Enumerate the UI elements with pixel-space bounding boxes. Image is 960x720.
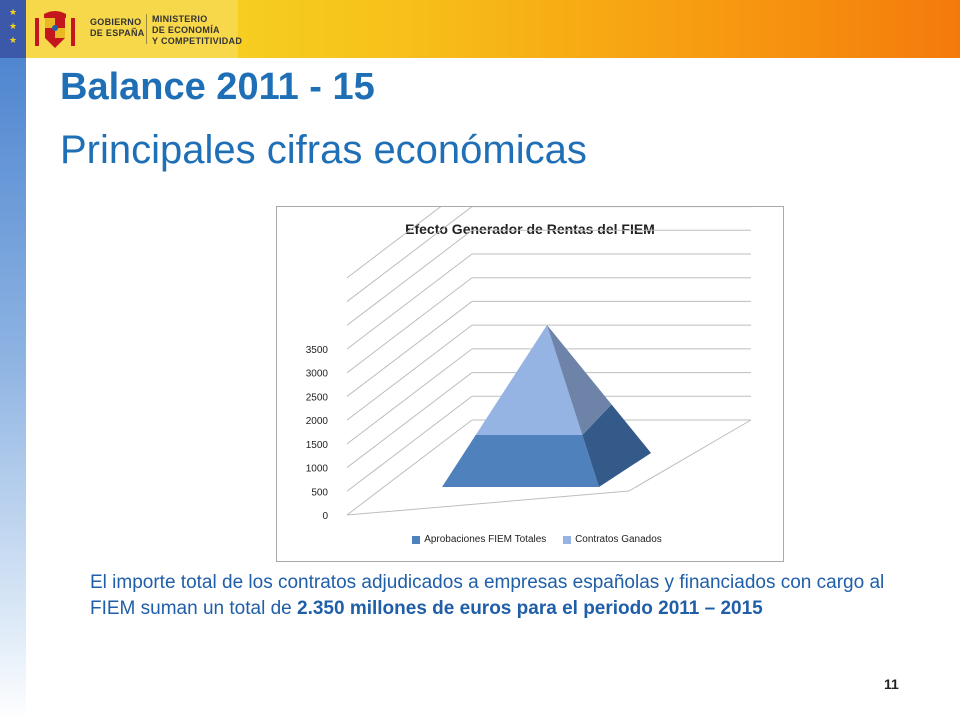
page-number: 11: [884, 676, 899, 692]
bar-contratos-front: [475, 325, 583, 435]
spain-crest-icon: [35, 11, 75, 48]
grid-diagonal: [346, 348, 473, 445]
legend-swatch-aprobaciones: [412, 535, 421, 544]
eu-stars-icon: ★ ★ ★: [8, 8, 18, 46]
y-tick-label: 3000: [306, 369, 329, 380]
y-tick-label: 1000: [306, 464, 329, 475]
chart-legend: Aprobaciones FIEM Totales Contratos Gana…: [277, 534, 783, 545]
grid-diagonal: [346, 253, 473, 350]
grid-diagonal: [346, 229, 473, 326]
legend-swatch-contratos: [563, 535, 572, 544]
pyramid-chart: 0 500 1000 1500 2000 2500 3000 3500: [306, 207, 752, 522]
grid-diagonal: [346, 324, 473, 421]
chart-title: Efecto Generador de Rentas del FIEM: [405, 221, 655, 237]
government-name: GOBIERNO DE ESPAÑA: [90, 17, 145, 39]
y-tick-label: 0: [322, 511, 328, 522]
bar-contratos-side: [547, 325, 612, 435]
bar-aprobaciones-front: [442, 435, 599, 487]
gov-line-2: DE ESPAÑA: [90, 28, 145, 38]
y-tick-label: 3500: [306, 345, 329, 356]
y-tick-label: 500: [311, 487, 328, 498]
floor-front-edge: [346, 490, 630, 516]
grid-diagonal: [346, 419, 473, 516]
grid-diagonal: [346, 395, 473, 492]
grid-diagonal: [346, 372, 473, 468]
ministry-line-3: Y COMPETITIVIDAD: [152, 36, 243, 46]
ministry-line-2: DE ECONOMÍA: [152, 25, 220, 35]
y-tick-label: 2000: [306, 416, 329, 427]
legend-label-aprobaciones: Aprobaciones FIEM Totales: [424, 534, 547, 545]
slide-title: Balance 2011 - 15: [60, 66, 375, 108]
floor-right-edge: [628, 419, 752, 492]
eu-flag-strip: ★ ★ ★: [0, 0, 26, 58]
y-tick-label: 2500: [306, 392, 329, 403]
legend-label-contratos: Contratos Ganados: [575, 534, 662, 545]
summary-paragraph: El importe total de los contratos adjudi…: [90, 570, 910, 622]
grid-diagonal: [346, 207, 442, 279]
summary-text: El importe total de los contratos adjudi…: [90, 572, 885, 619]
grid-diagonal: [346, 207, 473, 302]
y-tick-label: 1500: [306, 440, 329, 451]
ministry-line-1: MINISTERIO: [152, 14, 208, 24]
summary-highlight: 2.350 millones de euros para el periodo …: [297, 598, 763, 619]
grid-diagonal: [346, 301, 473, 397]
logo-divider: [146, 14, 147, 44]
left-decorative-band: [0, 58, 26, 720]
grid-diagonal: [346, 277, 473, 374]
bar-aprobaciones-side: [582, 404, 651, 487]
slide-subtitle: Principales cifras económicas: [60, 128, 587, 172]
chart-frame: Efecto Generador de Rentas del FIEM 0 500…: [276, 206, 784, 562]
ministry-name: MINISTERIO DE ECONOMÍA Y COMPETITIVIDAD: [152, 14, 242, 47]
gov-line-1: GOBIERNO: [90, 17, 142, 27]
